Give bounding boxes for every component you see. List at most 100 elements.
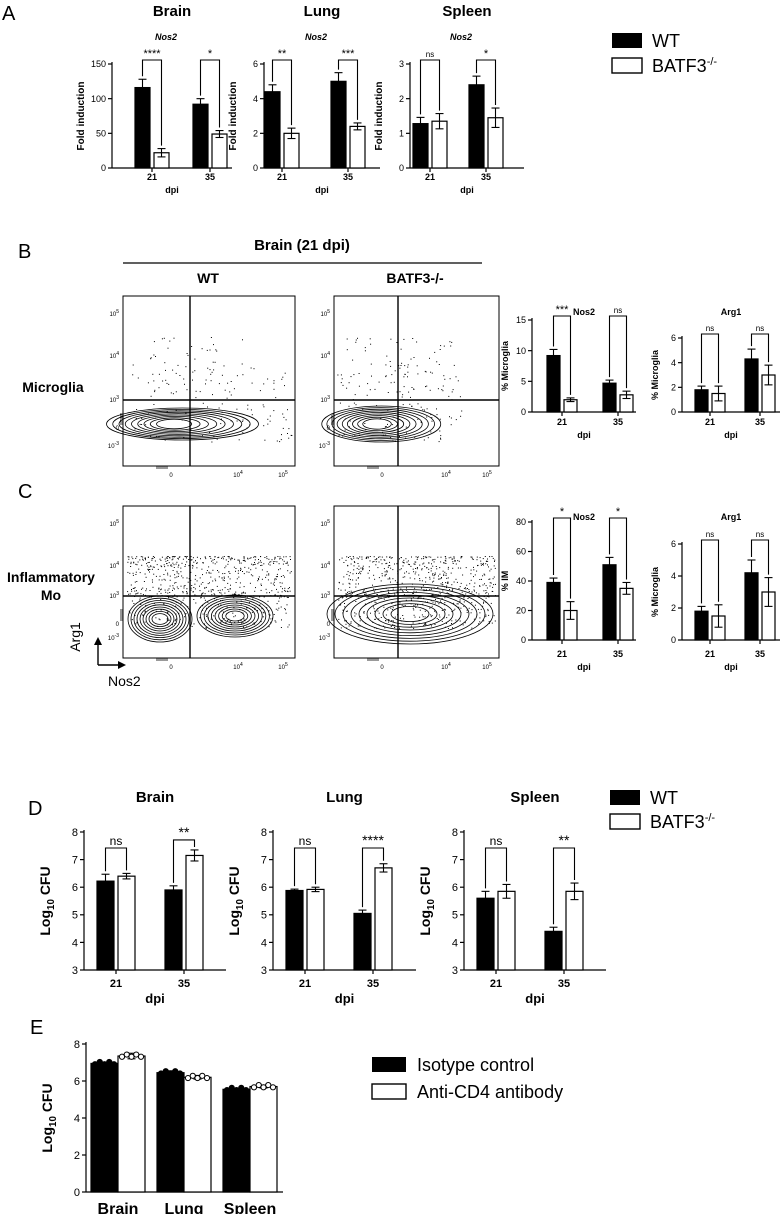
event-dot (369, 560, 371, 562)
event-dot (390, 437, 392, 439)
event-dot (211, 441, 213, 443)
event-dot (227, 589, 229, 590)
event-dot (274, 556, 276, 558)
event-dot (163, 603, 165, 605)
event-dot (480, 560, 482, 562)
event-dot (223, 556, 225, 557)
event-dot (166, 382, 168, 384)
event-dot (402, 591, 404, 592)
x-tick-label: 35 (755, 417, 765, 427)
event-dot (236, 375, 238, 377)
event-dot (128, 558, 130, 560)
event-dot (354, 394, 356, 396)
event-dot (453, 364, 455, 366)
event-dot (403, 618, 405, 620)
event-dot (378, 556, 379, 558)
legend-e-cd4-label: Anti-CD4 antibody (417, 1082, 563, 1102)
event-dot (402, 615, 404, 616)
event-dot (168, 597, 170, 599)
event-dot (185, 613, 187, 615)
event-dot (148, 569, 149, 571)
event-dot (136, 590, 137, 592)
event-dot (489, 585, 491, 587)
event-dot (463, 605, 465, 607)
event-dot (410, 625, 412, 627)
event-dot (240, 568, 242, 570)
event-dot (432, 594, 434, 596)
contour-line (196, 594, 274, 638)
event-dot (420, 406, 422, 408)
event-dot (405, 558, 407, 560)
event-dot (239, 586, 241, 588)
event-dot (349, 420, 351, 422)
event-dot (447, 566, 449, 568)
significance-bracket (475, 59, 497, 106)
event-dot (408, 391, 410, 393)
event-dot (385, 620, 387, 621)
event-dot (453, 558, 455, 560)
chart-title: Nos2 (573, 512, 595, 522)
event-dot (384, 574, 386, 576)
event-dot (277, 609, 279, 611)
event-dot (343, 562, 345, 563)
event-dot (235, 568, 237, 569)
event-dot (139, 599, 141, 601)
event-dot (471, 556, 473, 558)
event-dot (134, 590, 136, 592)
contour-line (326, 583, 494, 645)
significance-label: * (616, 506, 621, 518)
event-dot (236, 578, 238, 580)
data-point (110, 1061, 118, 1068)
event-dot (237, 570, 239, 572)
event-dot (490, 602, 492, 604)
event-dot (402, 394, 404, 396)
event-dot (269, 561, 271, 563)
event-dot (146, 588, 147, 590)
event-dot (203, 562, 204, 564)
event-dot (488, 621, 490, 623)
event-dot (485, 614, 487, 616)
event-dot (366, 597, 368, 599)
event-dot (447, 568, 449, 570)
event-dot (366, 556, 368, 558)
event-dot (142, 558, 144, 560)
event-dot (247, 558, 249, 560)
event-dot (442, 385, 444, 387)
event-dot (354, 434, 356, 436)
y-tick-label: 40 (516, 576, 526, 586)
event-dot (155, 356, 156, 357)
flow-x-tick-label: 104 (233, 470, 243, 479)
event-dot (431, 594, 433, 596)
chart-subtitle: Nos2 (305, 32, 327, 42)
event-dot (217, 590, 219, 592)
event-dot (458, 606, 460, 608)
event-dot (190, 587, 192, 589)
event-dot (416, 365, 418, 367)
event-dot (212, 562, 214, 564)
event-dot (230, 559, 232, 561)
event-dot (212, 569, 214, 571)
event-dot (151, 579, 153, 581)
event-dot (432, 581, 433, 583)
event-dot (133, 587, 135, 589)
event-dot (443, 375, 445, 377)
significance-label: ns (756, 324, 764, 333)
event-dot (429, 589, 431, 591)
event-dot (391, 374, 393, 376)
y-tick-label: 5 (261, 910, 267, 922)
event-dot (460, 557, 462, 559)
event-dot (347, 565, 349, 567)
event-dot (227, 582, 229, 584)
event-dot (390, 607, 392, 609)
event-dot (440, 437, 441, 439)
event-dot (262, 611, 264, 613)
event-dot (254, 559, 256, 561)
event-dot (284, 385, 285, 387)
event-dot (280, 576, 282, 577)
event-dot (174, 594, 176, 596)
event-dot (168, 619, 170, 621)
event-dot (428, 556, 430, 558)
